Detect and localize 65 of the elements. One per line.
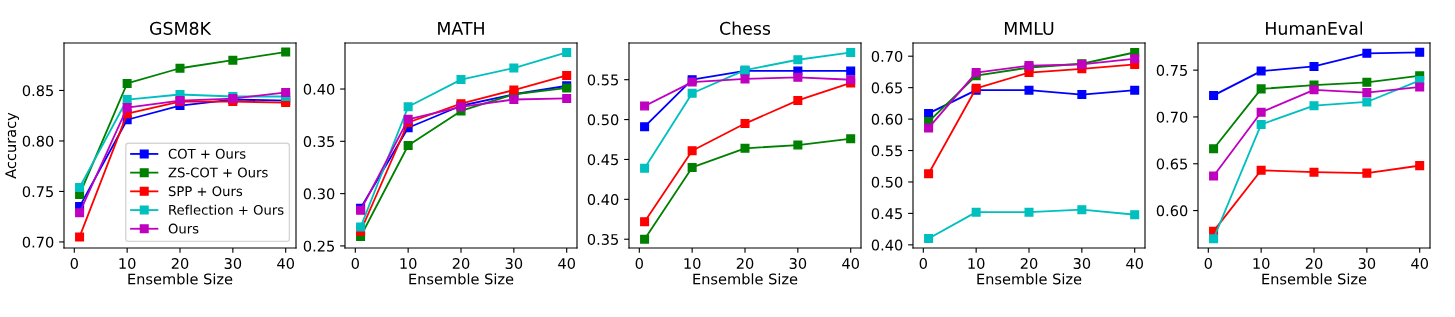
chart-title: Chess xyxy=(720,21,771,35)
y-tick-label: 0.30 xyxy=(303,188,335,200)
legend-label: Reflection + Ours xyxy=(169,204,284,215)
chart-title: HumanEval xyxy=(1266,21,1363,35)
x-tick-label: 10 xyxy=(968,257,985,270)
x-axis-title: Ensemble Size xyxy=(409,273,514,285)
x-tick-label: 0 xyxy=(1204,257,1212,270)
x-tick-label: 20 xyxy=(171,257,189,270)
x-tick-label: 40 xyxy=(558,257,575,270)
y-tick-label: 0.45 xyxy=(587,154,618,166)
y-tick-label: 0.50 xyxy=(871,176,903,188)
x-axis-title: Ensemble Size xyxy=(977,273,1082,285)
legend-label: Ours xyxy=(168,223,199,234)
x-tick-label: 40 xyxy=(1126,257,1143,270)
x-tick-label: 40 xyxy=(1411,257,1428,270)
x-tick-label: 20 xyxy=(736,257,754,270)
y-tick-label: 0.85 xyxy=(22,85,53,97)
y-tick-label: 0.70 xyxy=(1156,111,1188,123)
x-tick-label: 0 xyxy=(919,257,927,270)
x-tick-label: 40 xyxy=(277,257,294,270)
x-tick-label: 10 xyxy=(119,257,136,270)
y-tick-label: 0.40 xyxy=(303,83,335,95)
y-tick-label: 0.65 xyxy=(871,82,902,94)
x-axis-title: Ensemble Size xyxy=(693,273,798,285)
y-tick-label: 0.55 xyxy=(871,145,902,157)
x-tick-label: 20 xyxy=(452,257,470,270)
y-tick-label: 0.35 xyxy=(303,136,334,148)
x-tick-label: 30 xyxy=(789,257,807,270)
x-axis-title: Ensemble Size xyxy=(1262,273,1367,285)
legend-label: SPP + Ours xyxy=(168,186,243,197)
x-tick-label: 10 xyxy=(400,257,417,270)
y-tick-label: 0.70 xyxy=(871,50,903,62)
y-axis-title: Accuracy xyxy=(5,112,20,179)
y-tick-label: 0.45 xyxy=(871,208,902,220)
y-tick-label: 0.60 xyxy=(1156,205,1188,217)
x-tick-label: 20 xyxy=(1020,257,1038,270)
x-tick-label: 20 xyxy=(1305,257,1323,270)
y-tick-label: 0.25 xyxy=(303,240,334,252)
y-tick-label: 0.75 xyxy=(22,186,53,198)
x-tick-label: 30 xyxy=(1073,257,1091,270)
x-tick-label: 40 xyxy=(842,257,859,270)
x-tick-label: 10 xyxy=(1253,257,1270,270)
y-tick-label: 0.55 xyxy=(587,74,618,86)
legend-label: COT + Ours xyxy=(168,148,246,159)
y-tick-label: 0.75 xyxy=(1156,64,1187,76)
x-tick-label: 0 xyxy=(70,257,78,270)
chart-title: GSM8K xyxy=(150,21,212,35)
x-tick-label: 30 xyxy=(224,257,242,270)
chart-title: MMLU xyxy=(1004,22,1054,35)
x-tick-label: 30 xyxy=(1358,257,1376,270)
x-tick-label: 30 xyxy=(505,257,523,270)
y-tick-label: 0.50 xyxy=(587,114,619,126)
chart-title: MATH xyxy=(438,22,484,35)
y-tick-label: 0.60 xyxy=(871,113,903,125)
legend-label: ZS-COT + Ours xyxy=(168,167,268,178)
x-tick-label: 0 xyxy=(635,257,643,270)
y-tick-label: 0.65 xyxy=(1156,158,1187,170)
x-tick-label: 10 xyxy=(684,257,701,270)
y-tick-label: 0.40 xyxy=(587,194,619,206)
y-tick-label: 0.80 xyxy=(22,135,54,147)
x-tick-label: 0 xyxy=(351,257,359,270)
y-tick-label: 0.40 xyxy=(871,239,903,251)
y-tick-label: 0.35 xyxy=(587,233,618,245)
y-tick-label: 0.70 xyxy=(22,236,54,248)
x-axis-title: Ensemble Size xyxy=(128,273,233,285)
